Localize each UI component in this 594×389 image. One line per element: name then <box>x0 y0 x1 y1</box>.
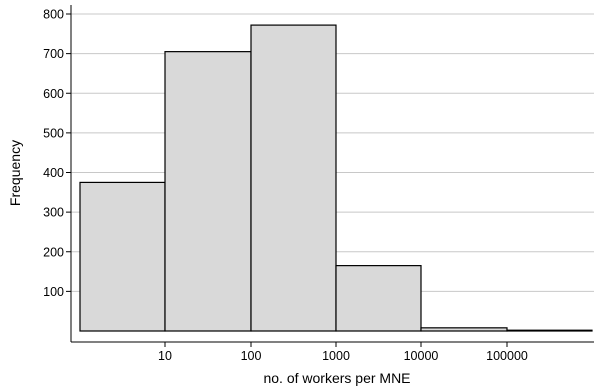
y-tick-label-200: 200 <box>43 245 64 259</box>
x-tick-label-100: 100 <box>241 349 262 363</box>
x-tick-label-10: 10 <box>158 349 172 363</box>
bar-0 <box>79 181 166 332</box>
x-tick-label-100000: 100000 <box>486 349 528 363</box>
bar-5 <box>506 329 593 332</box>
y-tick-label-600: 600 <box>43 87 64 101</box>
bar-4 <box>420 327 508 332</box>
y-tick-label-700: 700 <box>43 47 64 61</box>
y-tick-label-500: 500 <box>43 126 64 140</box>
bar-1 <box>164 51 252 332</box>
bar-2 <box>250 24 337 332</box>
x-ticks: 10 100 1000 10000 100000 <box>158 342 528 363</box>
y-tick-label-800: 800 <box>43 8 64 22</box>
y-axis-title: Frequency <box>7 140 23 206</box>
y-tick-label-100: 100 <box>43 285 64 299</box>
bar-3 <box>335 265 422 332</box>
y-tick-label-400: 400 <box>43 166 64 180</box>
bars <box>79 24 593 332</box>
x-tick-label-1000: 1000 <box>322 349 350 363</box>
y-ticks: 100 200 300 400 500 600 700 800 <box>43 8 71 299</box>
x-axis-title: no. of workers per MNE <box>263 370 410 386</box>
x-tick-label-10000: 10000 <box>404 349 439 363</box>
y-tick-label-300: 300 <box>43 206 64 220</box>
